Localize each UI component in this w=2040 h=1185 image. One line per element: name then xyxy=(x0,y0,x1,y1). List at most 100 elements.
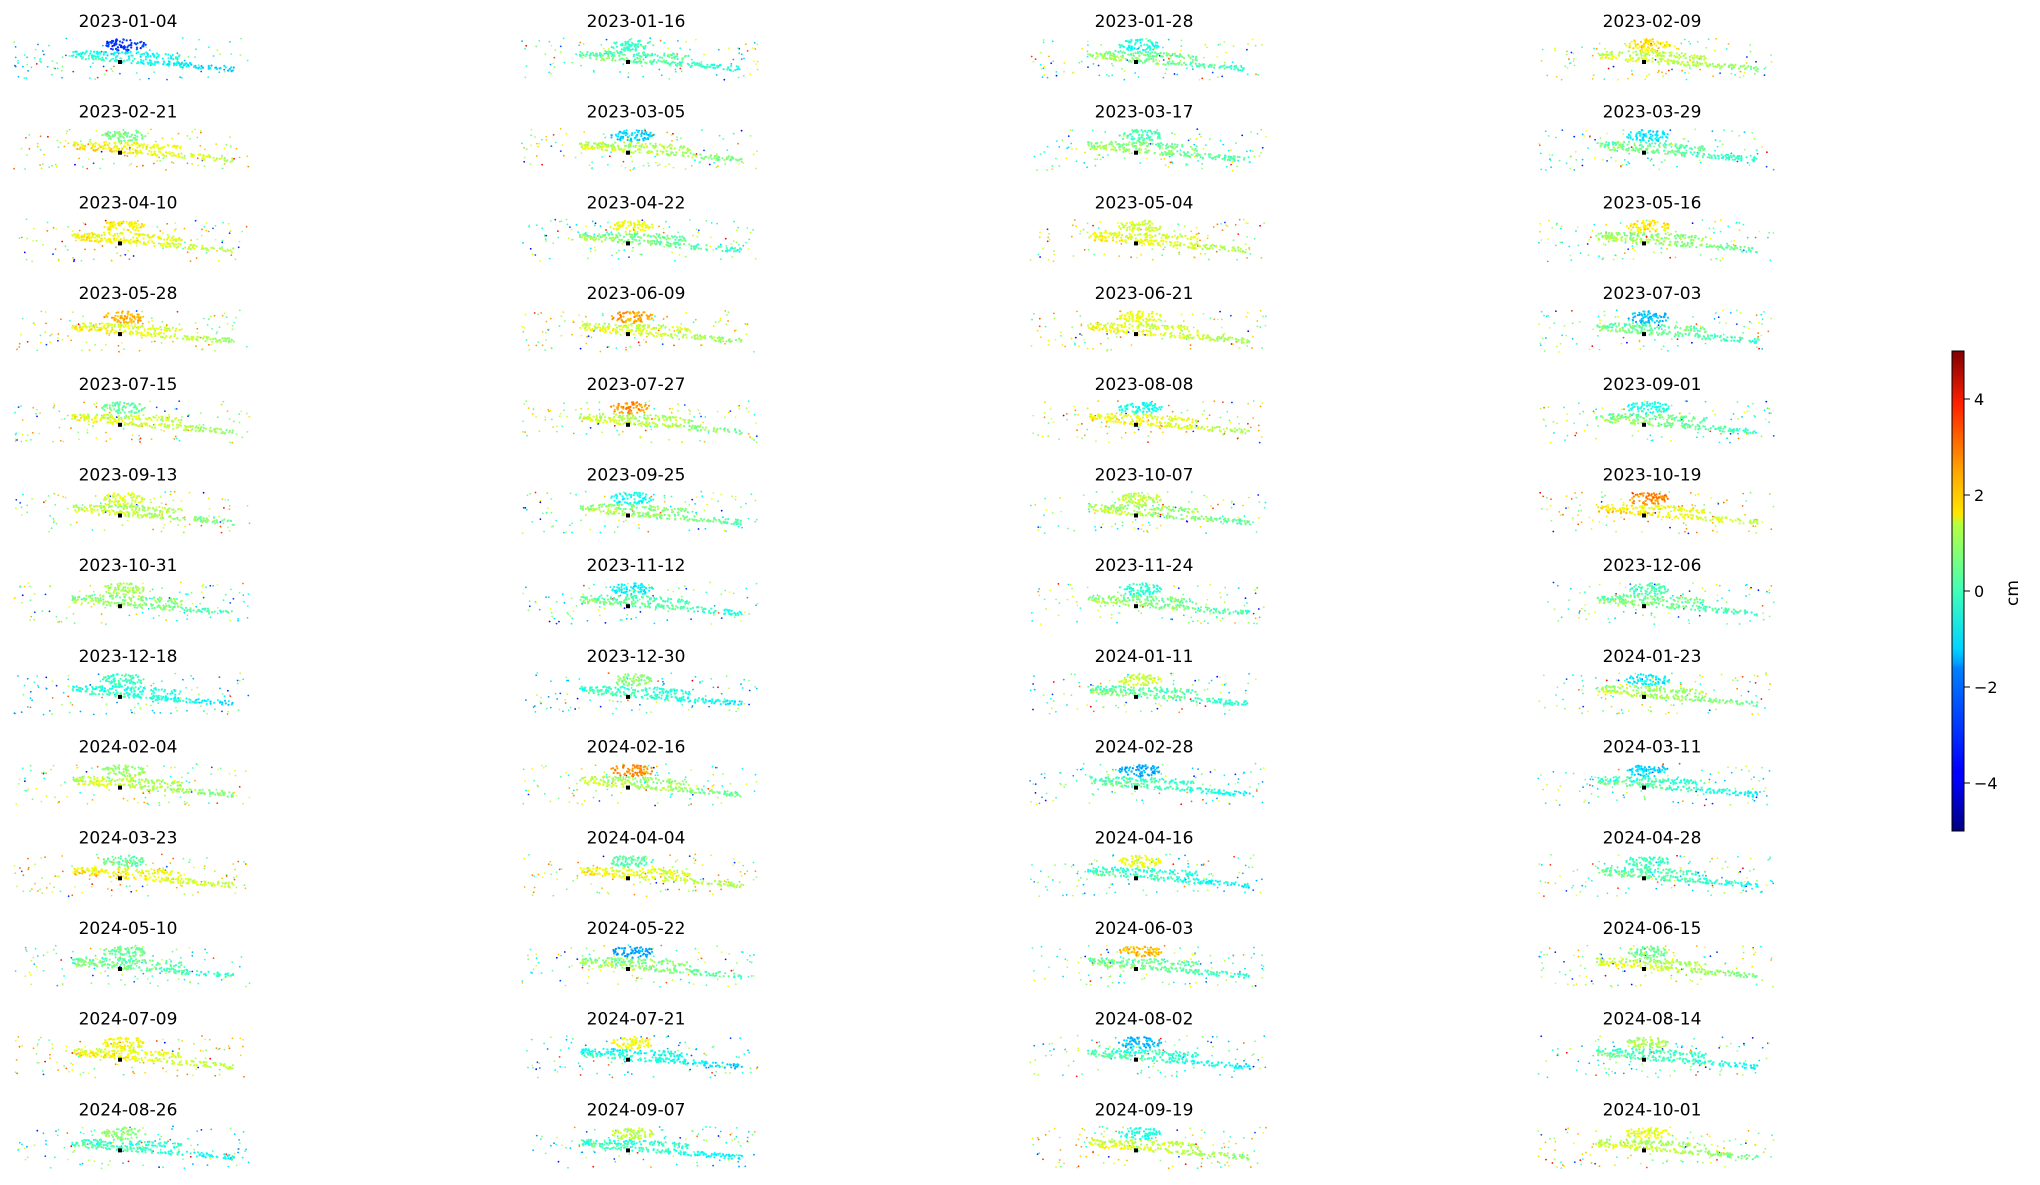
scatter-point xyxy=(636,131,640,134)
scatter-point xyxy=(594,236,598,239)
scatter-point xyxy=(1631,57,1634,60)
scatter-point xyxy=(1644,78,1647,81)
scatter-point xyxy=(129,151,132,154)
scatter-point xyxy=(1117,222,1119,224)
scatter-point xyxy=(136,146,139,149)
scatter-point xyxy=(607,221,609,224)
scatter-point xyxy=(692,247,696,250)
scatter-point xyxy=(1632,258,1635,260)
scatter-point xyxy=(1731,247,1734,250)
scatter-point xyxy=(1162,248,1165,251)
scatter-point xyxy=(1161,153,1164,156)
scatter-point xyxy=(1037,253,1040,256)
scatter-point xyxy=(1194,57,1197,60)
scatter-point xyxy=(171,145,174,148)
scatter-point xyxy=(1730,66,1733,69)
scatter-point xyxy=(1734,63,1737,66)
scatter-point xyxy=(117,138,120,141)
scatter-point xyxy=(1651,227,1654,230)
scatter-point xyxy=(130,54,133,57)
scatter-point xyxy=(1137,228,1140,232)
scatter-point xyxy=(119,72,121,75)
scatter-point xyxy=(1633,143,1636,147)
scatter-point xyxy=(647,227,650,230)
scatter-point xyxy=(692,234,694,237)
scatter-point xyxy=(1030,55,1033,58)
scatter-point xyxy=(632,151,635,154)
scatter-point xyxy=(565,218,568,221)
scatter-point xyxy=(1684,57,1687,60)
scatter-point xyxy=(219,67,222,70)
scatter-point xyxy=(127,249,129,252)
scatter-point xyxy=(235,147,238,150)
scatter-point xyxy=(183,59,186,62)
scatter-point xyxy=(1052,260,1055,263)
scatter-point xyxy=(632,246,634,249)
scatter-point xyxy=(1211,247,1214,250)
scatter-point xyxy=(737,226,740,229)
scatter-point xyxy=(169,238,172,242)
scatter-point xyxy=(1628,46,1631,49)
scatter-point xyxy=(1234,224,1237,226)
scatter-point xyxy=(622,235,626,238)
scatter-point xyxy=(14,65,17,68)
scatter-point xyxy=(563,61,566,64)
scatter-point xyxy=(1658,145,1661,149)
scatter-point xyxy=(734,68,737,72)
scatter-point xyxy=(724,163,727,166)
scatter-point xyxy=(1648,130,1651,133)
scatter-point xyxy=(1202,63,1206,66)
scatter-point xyxy=(1746,236,1749,239)
scatter-point xyxy=(1120,243,1123,245)
scatter-point xyxy=(160,243,163,246)
scatter-point xyxy=(1180,234,1183,238)
scatter-point xyxy=(1139,146,1142,149)
scatter-point xyxy=(641,219,644,222)
scatter-point xyxy=(683,242,686,246)
scatter-point xyxy=(187,64,190,67)
scatter-point xyxy=(658,56,662,59)
scatter-point xyxy=(1674,237,1677,240)
scatter-point xyxy=(721,157,724,160)
scatter-point xyxy=(158,237,161,240)
scatter-point xyxy=(101,158,104,161)
scatter-point xyxy=(1148,139,1151,142)
scatter-point xyxy=(596,54,599,57)
scatter-point xyxy=(219,53,221,56)
scatter-point xyxy=(621,243,624,245)
scatter-point xyxy=(153,55,156,58)
scatter-point xyxy=(1623,140,1626,144)
scatter-point xyxy=(1140,129,1143,132)
scatter-point xyxy=(1681,240,1684,244)
scatter-point xyxy=(1154,234,1157,237)
scatter-point xyxy=(1692,239,1695,242)
scatter-point xyxy=(1159,55,1162,58)
scatter-point xyxy=(1149,236,1152,239)
scatter-point xyxy=(530,134,532,137)
scatter-point xyxy=(1610,52,1613,56)
scatter-point xyxy=(1145,238,1149,241)
scatter-point xyxy=(1593,47,1595,50)
scatter-point xyxy=(1626,60,1629,63)
scatter-point xyxy=(38,58,41,61)
scatter-point xyxy=(1178,253,1180,256)
scatter-point xyxy=(1221,75,1224,78)
scatter-point xyxy=(120,140,123,143)
scatter-point xyxy=(1629,131,1632,134)
scatter-point xyxy=(204,148,206,151)
scatter-point xyxy=(157,235,160,238)
scatter-point xyxy=(117,140,120,143)
scatter-point xyxy=(719,258,722,261)
scatter-point xyxy=(1706,156,1709,159)
scatter-point xyxy=(730,63,733,65)
scatter-point xyxy=(1640,239,1643,242)
scatter-point xyxy=(195,257,198,259)
scatter-point xyxy=(607,50,610,53)
scatter-point xyxy=(172,64,175,67)
scatter-point xyxy=(1624,240,1627,243)
scatter-point xyxy=(635,61,638,64)
scatter-point xyxy=(171,137,173,140)
scatter-point xyxy=(640,133,643,136)
scatter-point xyxy=(630,155,632,158)
panel-title: 2023-03-05 xyxy=(587,103,686,123)
